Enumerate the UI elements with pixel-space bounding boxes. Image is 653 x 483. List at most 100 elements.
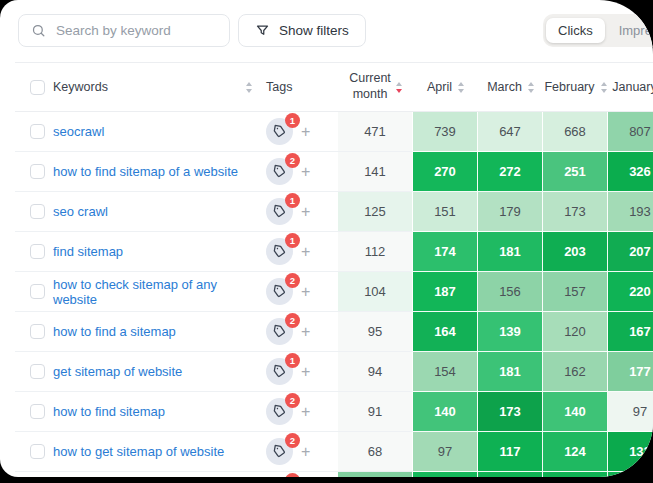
tag-button[interactable]: 1	[266, 358, 293, 385]
row-check-cell	[15, 472, 53, 477]
row-keyword-cell: seo crawl	[53, 192, 258, 232]
heatmap-cell	[478, 472, 543, 477]
current-month-header-label: Current month	[349, 71, 391, 102]
column-header-february[interactable]: February	[543, 80, 608, 94]
column-header-april[interactable]: April	[413, 80, 478, 94]
heatmap-cell: 97	[413, 432, 478, 472]
tag-button[interactable]: 2	[266, 278, 293, 305]
add-tag-button[interactable]: +	[301, 284, 310, 300]
sort-icon[interactable]	[601, 82, 607, 93]
keyword-link[interactable]: get sitemap of website	[53, 364, 182, 379]
heatmap-cell: 207	[608, 232, 653, 272]
row-checkbox[interactable]	[30, 444, 45, 459]
current-month-cell: 68	[338, 432, 413, 472]
add-tag-button[interactable]: +	[301, 244, 310, 260]
add-tag-button[interactable]: +	[301, 204, 310, 220]
add-tag-button[interactable]: +	[301, 444, 310, 460]
column-header-january[interactable]: January	[608, 80, 653, 94]
keyword-link[interactable]: how to get sitemap of website	[53, 444, 224, 459]
table-row: how to check sitemap of any website2+104…	[15, 272, 653, 312]
row-checkbox[interactable]	[30, 244, 45, 259]
heatmap-cell: 151	[413, 192, 478, 232]
toggle-option-impressions[interactable]: Impressions	[607, 18, 653, 43]
table-row: seo crawl1+125151179173193	[15, 192, 653, 232]
row-keyword-cell: how to get sitemap of website	[53, 432, 258, 472]
tag-icon	[272, 444, 287, 459]
keyword-link[interactable]: how to find sitemap	[53, 404, 165, 419]
keyword-link[interactable]: how to find a sitemap	[53, 324, 176, 339]
tag-icon	[272, 204, 287, 219]
tag-button[interactable]: 1	[266, 238, 293, 265]
row-checkbox[interactable]	[30, 364, 45, 379]
month-header-label: March	[487, 80, 522, 94]
add-tag-button[interactable]: +	[301, 124, 310, 140]
keyword-link[interactable]: how to find sitemap of a website	[53, 164, 238, 179]
current-month-cell: 94	[338, 352, 413, 392]
month-header-label: January	[612, 80, 653, 94]
heatmap-cell: 181	[478, 352, 543, 392]
row-keyword-cell: get sitemap of website	[53, 352, 258, 392]
column-header-march[interactable]: March	[478, 80, 543, 94]
row-keyword-cell: how to find a sitemap	[53, 312, 258, 352]
row-check-cell	[15, 312, 53, 352]
tag-count-badge: 1	[285, 353, 300, 368]
search-input[interactable]	[54, 22, 219, 39]
keyword-link[interactable]: find sitemap	[53, 244, 123, 259]
heatmap-cell: 326	[608, 152, 653, 192]
heatmap-cell: 668	[543, 112, 608, 152]
heatmap-cell: 124	[543, 432, 608, 472]
heatmap-cell: 739	[413, 112, 478, 152]
row-checkbox[interactable]	[30, 164, 45, 179]
show-filters-button[interactable]: Show filters	[238, 14, 366, 47]
tag-button[interactable]: 1	[266, 118, 293, 145]
column-header-current-month[interactable]: Current month	[338, 71, 413, 102]
row-checkbox[interactable]	[30, 124, 45, 139]
column-header-keywords[interactable]: Keywords	[53, 80, 258, 94]
table-row: 2+	[15, 472, 653, 477]
tag-count-badge: 2	[285, 153, 300, 168]
sort-icon[interactable]	[246, 82, 252, 93]
tag-button[interactable]: 2	[266, 398, 293, 425]
heatmap-cell	[413, 472, 478, 477]
tags-header-label: Tags	[266, 80, 292, 94]
keyword-link[interactable]: how to check sitemap of any website	[53, 277, 252, 307]
heatmap-cell: 220	[608, 272, 653, 312]
row-checkbox[interactable]	[30, 204, 45, 219]
add-tag-button[interactable]: +	[301, 404, 310, 420]
tag-count-badge: 2	[285, 433, 300, 448]
heatmap-cell	[608, 472, 653, 477]
heatmap-cell: 173	[543, 192, 608, 232]
row-checkbox[interactable]	[30, 404, 45, 419]
add-tag-button[interactable]: +	[301, 364, 310, 380]
table-header: Keywords Tags Current month April March Fe…	[15, 62, 653, 112]
add-tag-button[interactable]: +	[301, 324, 310, 340]
sort-desc-icon[interactable]	[396, 82, 402, 93]
select-all-checkbox[interactable]	[30, 80, 45, 95]
toolbar: Show filters ClicksImpressions	[18, 13, 653, 48]
row-check-cell	[15, 232, 53, 272]
tag-count-badge: 2	[285, 273, 300, 288]
tag-count-badge: 1	[285, 113, 300, 128]
search-box	[18, 14, 230, 47]
current-month-cell: 141	[338, 152, 413, 192]
tag-button[interactable]: 2	[266, 158, 293, 185]
table-row: find sitemap1+112174181203207	[15, 232, 653, 272]
keyword-link[interactable]: seocrawl	[53, 124, 104, 139]
heatmap-cell: 193	[608, 192, 653, 232]
sort-icon[interactable]	[458, 82, 464, 93]
sort-icon[interactable]	[528, 82, 534, 93]
toggle-option-clicks[interactable]: Clicks	[546, 18, 605, 43]
keyword-link[interactable]: seo crawl	[53, 204, 108, 219]
row-check-cell	[15, 392, 53, 432]
current-month-cell: 471	[338, 112, 413, 152]
app-card: Show filters ClicksImpressions Keywords …	[0, 0, 653, 477]
tag-button[interactable]: 1	[266, 198, 293, 225]
current-month-cell: 125	[338, 192, 413, 232]
tag-button[interactable]: 2	[266, 438, 293, 465]
row-keyword-cell: how to find sitemap of a website	[53, 152, 258, 192]
heatmap-cell: 187	[413, 272, 478, 312]
row-checkbox[interactable]	[30, 284, 45, 299]
tag-button[interactable]: 2	[266, 318, 293, 345]
add-tag-button[interactable]: +	[301, 164, 310, 180]
row-checkbox[interactable]	[30, 324, 45, 339]
